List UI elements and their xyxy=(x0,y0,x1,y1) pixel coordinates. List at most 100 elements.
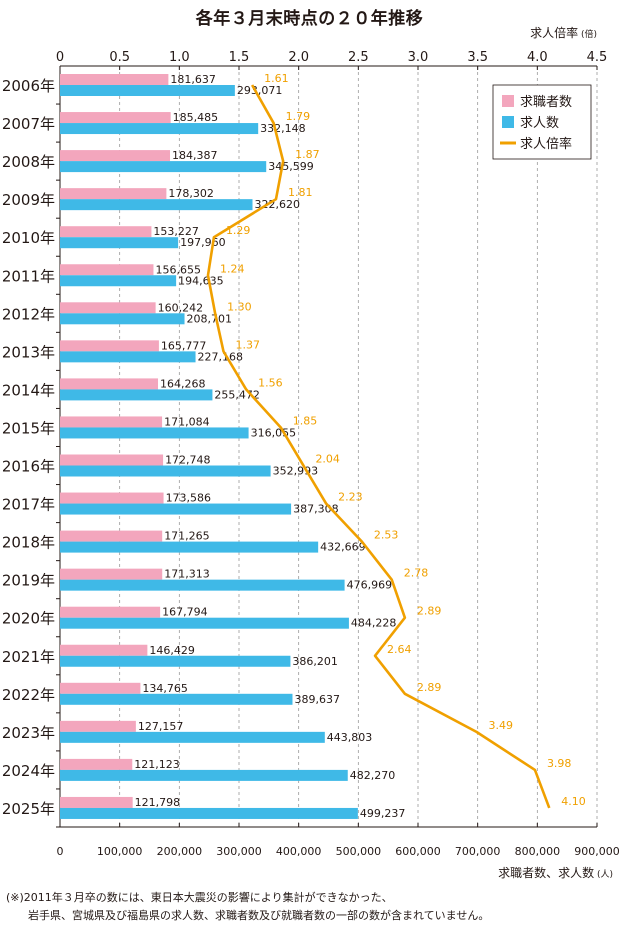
bar-openings xyxy=(60,123,259,135)
category-label: 2016年 xyxy=(2,458,55,476)
bar-openings-value-label: 499,237 xyxy=(360,807,406,820)
bar-seekers-value-label: 171,084 xyxy=(164,415,210,428)
ratio-value-label: 1.56 xyxy=(258,376,283,389)
bar-openings-value-label: 352,993 xyxy=(273,465,319,478)
top-axis-tick-label: 2.0 xyxy=(288,50,309,65)
top-axis-tick-label: 3.5 xyxy=(467,50,488,65)
category-label: 2015年 xyxy=(2,419,55,437)
bar-openings-value-label: 255,472 xyxy=(214,388,260,401)
bar-seekers-value-label: 171,313 xyxy=(164,568,210,581)
bar-openings-value-label: 227,168 xyxy=(198,350,244,363)
category-label: 2011年 xyxy=(2,267,55,285)
chart-title: 各年３月末時点の２０年推移 xyxy=(195,9,424,29)
bar-seekers-value-label: 171,265 xyxy=(164,530,210,543)
bar-openings xyxy=(60,731,325,743)
top-axis-tick-label: 3.0 xyxy=(408,50,429,65)
category-label: 2025年 xyxy=(2,800,55,818)
bar-seekers-value-label: 184,387 xyxy=(172,149,218,162)
bar-openings xyxy=(60,427,249,439)
top-axis-tick-label: 2.5 xyxy=(348,50,369,65)
ratio-line xyxy=(206,84,551,809)
legend-swatch-openings xyxy=(502,116,514,128)
ratio-value-label: 1.87 xyxy=(295,148,320,161)
bar-seekers xyxy=(60,416,163,428)
footnote-line-1: (※)2011年３月卒の数には、東日本大震災の影響により集計ができなかった、 xyxy=(6,891,393,904)
bar-openings xyxy=(60,85,235,96)
ratio-value-label: 1.85 xyxy=(293,414,318,427)
bar-seekers-value-label: 134,765 xyxy=(142,682,188,695)
bar-openings-value-label: 293,071 xyxy=(237,84,283,97)
bar-openings xyxy=(60,655,291,667)
footnote-line-2: 岩手県、宮城県及び福島県の求人数、求職者数及び就職者数の一部の数が含まれていませ… xyxy=(28,909,490,922)
ratio-value-label: 2.53 xyxy=(374,529,399,542)
bar-seekers xyxy=(60,150,171,162)
bar-openings xyxy=(60,275,177,287)
ratio-value-label: 2.23 xyxy=(338,491,363,504)
bar-seekers xyxy=(60,682,141,694)
bar-openings-value-label: 197,960 xyxy=(180,236,226,249)
bar-seekers xyxy=(60,454,164,466)
bar-seekers xyxy=(60,796,133,808)
bar-openings xyxy=(60,313,185,325)
bar-openings-value-label: 322,620 xyxy=(254,198,299,211)
ratio-value-label: 1.37 xyxy=(235,338,260,351)
ratio-value-label: 1.61 xyxy=(264,72,289,85)
bar-openings xyxy=(60,503,292,515)
bottom-axis-tick-label: 800,000 xyxy=(515,845,561,858)
category-label: 2021年 xyxy=(2,648,55,666)
ratio-value-label: 3.98 xyxy=(547,757,572,770)
category-label: 2024年 xyxy=(2,762,55,780)
bar-openings-value-label: 443,803 xyxy=(327,731,373,744)
bar-seekers xyxy=(60,720,136,732)
bar-seekers xyxy=(60,492,164,504)
bar-openings-value-label: 476,969 xyxy=(347,579,393,592)
ratio-value-label: 4.10 xyxy=(561,795,586,808)
category-label: 2012年 xyxy=(2,305,55,323)
bottom-axis-tick-label: 400,000 xyxy=(276,845,322,858)
bar-seekers-value-label: 173,586 xyxy=(166,492,212,505)
bar-seekers xyxy=(60,264,154,276)
ratio-value-label: 2.89 xyxy=(417,681,442,694)
bar-openings xyxy=(60,617,349,629)
bar-seekers-value-label: 156,655 xyxy=(155,263,201,276)
category-label: 2010年 xyxy=(2,229,55,247)
bar-openings-value-label: 386,201 xyxy=(292,655,338,668)
legend-swatch-seekers xyxy=(502,95,514,107)
bar-seekers-value-label: 167,794 xyxy=(162,606,208,619)
bar-seekers-value-label: 127,157 xyxy=(138,720,184,733)
bottom-axis-title: 求職者数、求人数 (人) xyxy=(498,865,613,880)
top-axis-title: 求人倍率 (倍) xyxy=(530,25,597,40)
bar-openings-value-label: 345,599 xyxy=(268,160,314,173)
bar-seekers-value-label: 146,429 xyxy=(149,644,195,657)
bottom-axis-tick-label: 0 xyxy=(57,845,64,858)
bar-openings xyxy=(60,351,196,363)
bottom-axis-tick-label: 300,000 xyxy=(216,845,262,858)
legend-label-seekers: 求職者数 xyxy=(520,95,572,110)
bar-seekers xyxy=(60,302,156,314)
bottom-axis-tick-label: 200,000 xyxy=(157,845,203,858)
category-label: 2019年 xyxy=(2,572,55,590)
bar-seekers xyxy=(60,378,159,390)
bar-openings-value-label: 194,635 xyxy=(178,274,224,287)
category-label: 2008年 xyxy=(2,153,55,171)
bar-openings-value-label: 332,148 xyxy=(260,122,306,135)
bar-seekers-value-label: 165,777 xyxy=(161,339,207,352)
bar-openings xyxy=(60,199,253,211)
bar-seekers-value-label: 153,227 xyxy=(153,225,199,238)
bottom-axis-tick-label: 100,000 xyxy=(97,845,143,858)
category-label: 2013年 xyxy=(2,343,55,361)
bar-openings xyxy=(60,769,348,781)
bar-openings xyxy=(60,579,345,591)
bottom-axis-tick-label: 600,000 xyxy=(395,845,441,858)
bar-seekers xyxy=(60,74,169,85)
bar-seekers-value-label: 121,123 xyxy=(134,758,180,771)
bar-openings xyxy=(60,807,358,819)
category-label: 2022年 xyxy=(2,686,55,704)
bar-seekers xyxy=(60,644,148,656)
top-axis-tick-label: 0 xyxy=(56,50,64,65)
category-label: 2017年 xyxy=(2,496,55,514)
category-label: 2020年 xyxy=(2,610,55,628)
ratio-value-label: 2.78 xyxy=(404,567,429,580)
top-axis-tick-label: 1.0 xyxy=(169,50,190,65)
bar-seekers-value-label: 160,242 xyxy=(158,301,204,314)
